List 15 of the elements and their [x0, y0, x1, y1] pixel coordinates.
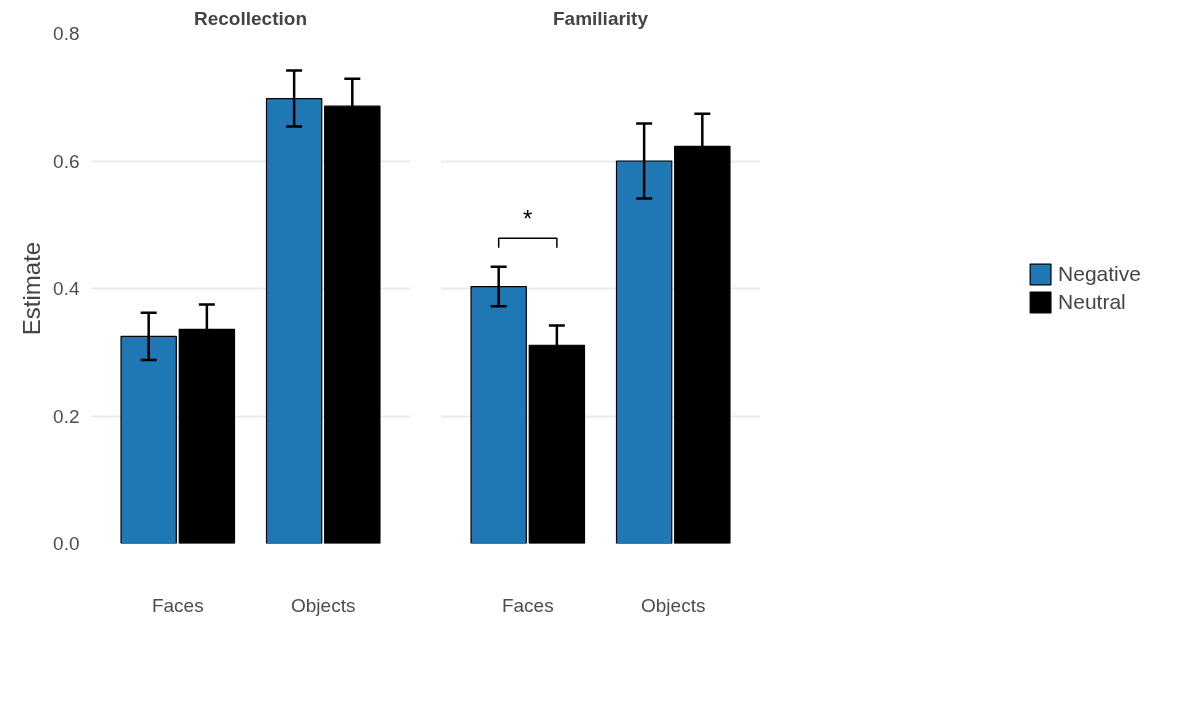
annotation: *: [523, 205, 533, 233]
x-tick-label: Objects: [641, 594, 706, 616]
x-tick-label: Faces: [151, 594, 204, 616]
chart-title: Recollection: [194, 7, 307, 29]
y-axis-title: Estimate: [18, 241, 46, 336]
y-tick-label: 0.2: [53, 405, 80, 427]
x-tick-label: Objects: [291, 594, 356, 616]
y-tick-label: 0.6: [53, 150, 80, 172]
legend-label: Negative: [1058, 262, 1141, 286]
y-tick-label: 0.8: [53, 23, 80, 44]
chart-title: Familiarity: [552, 7, 649, 29]
y-tick-label: 0.4: [53, 278, 80, 299]
y-tick-label: 0.0: [53, 533, 80, 554]
legend-label: Neutral: [1058, 290, 1126, 314]
x-tick-label: Faces: [501, 594, 554, 616]
